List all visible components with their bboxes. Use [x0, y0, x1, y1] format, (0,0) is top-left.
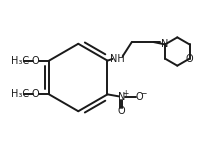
Text: O: O — [135, 92, 143, 102]
Text: O: O — [186, 54, 193, 64]
Text: O: O — [32, 89, 39, 99]
Text: O: O — [118, 106, 125, 116]
Text: +: + — [122, 89, 128, 98]
Text: N: N — [161, 39, 169, 49]
Text: −: − — [140, 89, 146, 98]
Text: H₃C: H₃C — [11, 56, 29, 66]
Text: NH: NH — [110, 54, 125, 64]
Text: H₃C: H₃C — [11, 89, 29, 99]
Text: O: O — [32, 56, 39, 66]
Text: N: N — [118, 92, 125, 102]
